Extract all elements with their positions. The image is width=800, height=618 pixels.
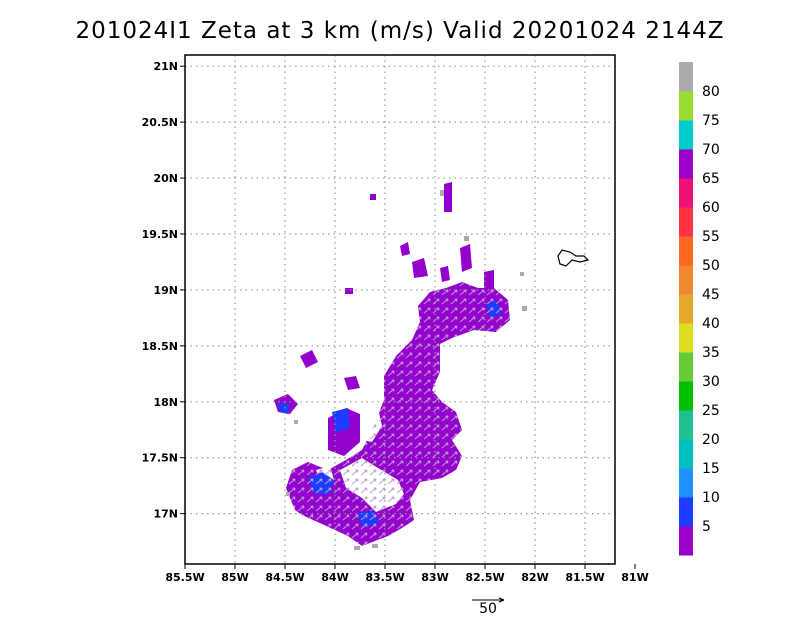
y-tick-label: 21N (153, 60, 178, 73)
field-edge-gray (286, 190, 527, 550)
axes: 85.5W 85W 84.5W 84W 83.5W 83W 82.5W 82W 81.5W 81W… (142, 60, 649, 584)
grid-lines (185, 55, 615, 564)
colorbar-label: 75 (702, 113, 720, 129)
colorbar-segment (679, 352, 693, 382)
colorbar-label: 45 (702, 287, 720, 303)
colorbar-segment (679, 207, 693, 237)
colorbar-label: 10 (702, 490, 720, 506)
colorbar-segment (679, 120, 693, 150)
colorbar-label: 65 (702, 171, 720, 187)
colorbar-label: 80 (702, 84, 720, 100)
x-tick-label: 85W (221, 571, 248, 584)
colorbar-segment (679, 294, 693, 324)
chart-title: 201024I1 Zeta at 3 km (m/s) Valid 202010… (75, 18, 725, 44)
colorbar-segment (679, 265, 693, 295)
x-tick-label: 83W (421, 571, 448, 584)
plot-frame (184, 54, 616, 565)
colorbar-label: 5 (702, 519, 711, 535)
colorbar-segment (679, 323, 693, 353)
reference-arrowhead (498, 597, 505, 603)
x-tick-label: 83.5W (365, 571, 404, 584)
x-tick-label: 84W (321, 571, 348, 584)
colorbar-segment (679, 439, 693, 469)
x-tick-label: 81W (621, 571, 648, 584)
colorbar-label: 50 (702, 258, 720, 274)
colorbar-label: 40 (702, 316, 720, 332)
colorbar-label: 70 (702, 142, 720, 158)
colorbar-label: 35 (702, 345, 720, 361)
x-tick-label: 85.5W (165, 571, 204, 584)
y-tick-label: 19N (153, 284, 178, 297)
y-tick-label: 17.5N (142, 452, 178, 465)
y-tick-label: 20.5N (142, 116, 178, 129)
colorbar-label: 60 (702, 200, 720, 216)
colorbar-segment (679, 236, 693, 266)
colorbar-label: 15 (702, 461, 720, 477)
x-tick-label: 81.5W (565, 571, 604, 584)
colorbar-segment (679, 410, 693, 440)
colorbar-segment (679, 497, 693, 527)
colorbar-label: 30 (702, 374, 720, 390)
x-tick-label: 82W (521, 571, 548, 584)
colorbar-segment (679, 91, 693, 121)
vorticity-field (274, 182, 527, 550)
colorbar-label: 25 (702, 403, 720, 419)
y-tick-label: 17N (153, 508, 178, 521)
y-tick-label: 18N (153, 396, 178, 409)
colorbar-segment (679, 381, 693, 411)
y-tick-label: 18.5N (142, 340, 178, 353)
vector-reference: 50 (472, 597, 505, 617)
colorbar-segment (679, 149, 693, 179)
x-tick-label: 84.5W (265, 571, 304, 584)
colorbar-segment (679, 526, 693, 556)
colorbar-segment (679, 62, 693, 92)
wind-vectors (286, 282, 510, 546)
x-tick-label: 82.5W (465, 571, 504, 584)
reference-label: 50 (479, 601, 497, 617)
colorbar: 5 10 15 20 25 30 35 40 45 50 55 60 65 70 75 80 (679, 62, 720, 556)
colorbar-segment (679, 468, 693, 498)
colorbar-label: 20 (702, 432, 720, 448)
island-outline (557, 249, 590, 267)
y-tick-label: 20N (153, 172, 178, 185)
colorbar-label: 55 (702, 229, 720, 245)
colorbar-segment (679, 178, 693, 208)
y-tick-label: 19.5N (142, 228, 178, 241)
